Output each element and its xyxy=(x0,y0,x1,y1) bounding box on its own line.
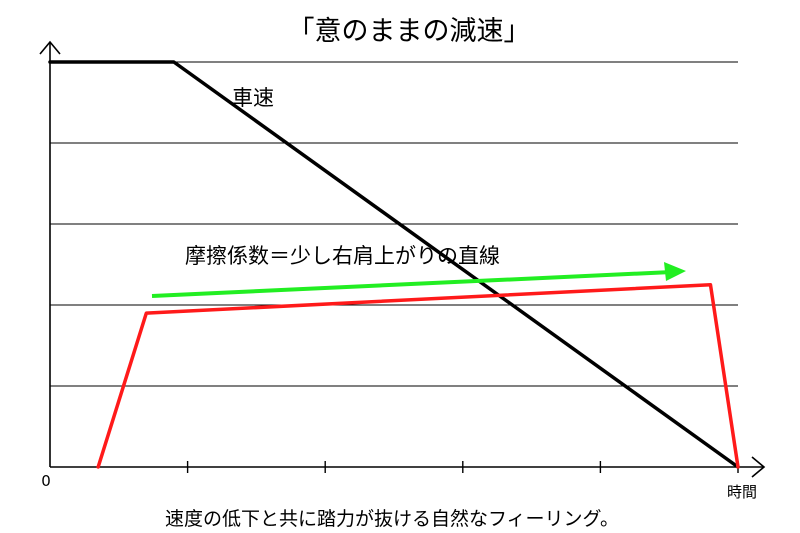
series-line-0 xyxy=(48,60,740,469)
series-label-speed: 車速 xyxy=(232,86,274,110)
series-line-1 xyxy=(96,283,740,469)
y-axis-arrowhead xyxy=(39,40,61,55)
series-group xyxy=(48,60,740,469)
annotation-text: 摩擦係数＝少し右肩上がりの直線 xyxy=(185,244,500,268)
x-axis-label: 時間 xyxy=(727,483,757,501)
x-axis-arrowhead xyxy=(751,456,766,478)
trend-arrow-shaft xyxy=(151,270,673,298)
x-origin-label: 0 xyxy=(41,472,51,490)
gridlines xyxy=(50,61,738,387)
chart-title: 「意のままの減速」 xyxy=(288,16,531,47)
trend-arrow xyxy=(151,262,686,298)
chart-caption: 速度の低下と共に踏力が抜ける自然なフィーリング。 xyxy=(165,508,619,530)
trend-arrow-head xyxy=(664,262,686,281)
